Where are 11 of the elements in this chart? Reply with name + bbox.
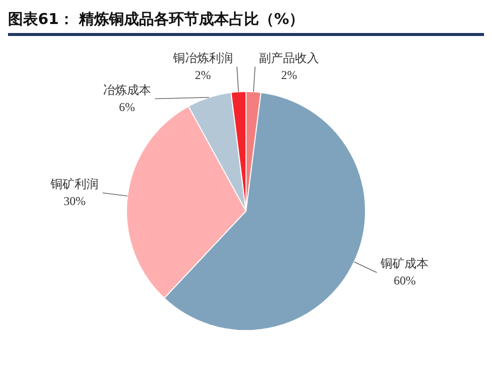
slice-label: 副产品收入 [259,50,320,65]
data-label: 2% [194,68,211,82]
chart-title: 图表61： 精炼铜成品各环节成本占比（%） [8,8,484,36]
slice-label: 铜矿利润 [50,177,99,192]
slice-label: 冶炼成本 [102,82,151,97]
slice-label: 铜矿成本 [380,256,429,271]
data-label: 2% [281,68,298,82]
slice-label: 铜冶炼利润 [172,50,233,65]
data-label: 6% [118,100,135,114]
data-label: 60% [394,274,416,288]
data-label: 30% [64,194,86,208]
